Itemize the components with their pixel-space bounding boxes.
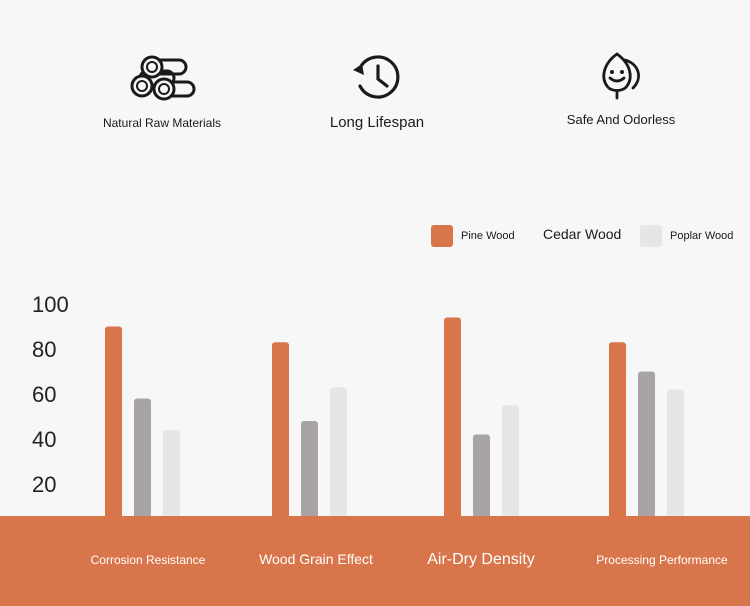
category-label: Processing Performance (596, 553, 728, 567)
legend-item-poplar-wood: Poplar Wood (640, 225, 733, 247)
bar-pine-wood (609, 342, 626, 518)
leaf-face-icon (602, 52, 640, 100)
clock-history-icon (353, 55, 400, 99)
bar-pine-wood (105, 326, 122, 518)
category-label: Corrosion Resistance (91, 553, 206, 567)
category-label: Air-Dry Density (427, 551, 535, 568)
feature-long-lifespan: Long Lifespan (312, 52, 442, 131)
category-labels: Corrosion Resistance Wood Grain Effect Air… (91, 551, 728, 568)
bar-pine-wood (444, 317, 461, 518)
bar-poplar-wood (163, 430, 180, 518)
chart-bars (105, 317, 684, 518)
bar-cedar-wood (134, 398, 151, 518)
y-tick-label: 100 (32, 292, 69, 317)
bar-poplar-wood (502, 405, 519, 518)
category-label: Wood Grain Effect (259, 551, 373, 567)
legend-swatch (431, 225, 453, 247)
legend-item-pine-wood: Pine Wood (431, 225, 515, 247)
legend-label: Cedar Wood (543, 226, 622, 242)
bar-cedar-wood (473, 434, 490, 518)
chart-base-band (0, 516, 750, 606)
bar-chart: 20 40 60 80 100 Corrosion Resistance Wood Gra… (0, 292, 750, 606)
legend-label: Poplar Wood (670, 230, 734, 242)
feature-safe-and-odorless: Safe And Odorless (548, 50, 694, 127)
y-tick-label: 40 (32, 427, 56, 452)
legend-item-cedar-wood: Cedar Wood (543, 226, 621, 242)
y-tick-label: 60 (32, 382, 56, 407)
bar-cedar-wood (638, 371, 655, 518)
chart-legend: Pine Wood Cedar Wood Poplar Wood (0, 222, 750, 252)
bar-poplar-wood (330, 387, 347, 518)
y-tick-label: 80 (32, 337, 56, 362)
y-axis-ticks: 20 40 60 80 100 (32, 292, 69, 497)
bar-cedar-wood (301, 421, 318, 518)
feature-label: Long Lifespan (329, 114, 425, 131)
legend-swatch (640, 225, 662, 247)
y-tick-label: 20 (32, 472, 56, 497)
feature-natural-raw-materials: Natural Raw Materials (88, 54, 236, 130)
bar-poplar-wood (667, 389, 684, 518)
bar-pine-wood (272, 342, 289, 518)
feature-label: Natural Raw Materials (102, 116, 222, 130)
legend-label: Pine Wood (461, 230, 515, 242)
feature-label: Safe And Odorless (566, 112, 676, 127)
logs-icon (130, 55, 196, 101)
